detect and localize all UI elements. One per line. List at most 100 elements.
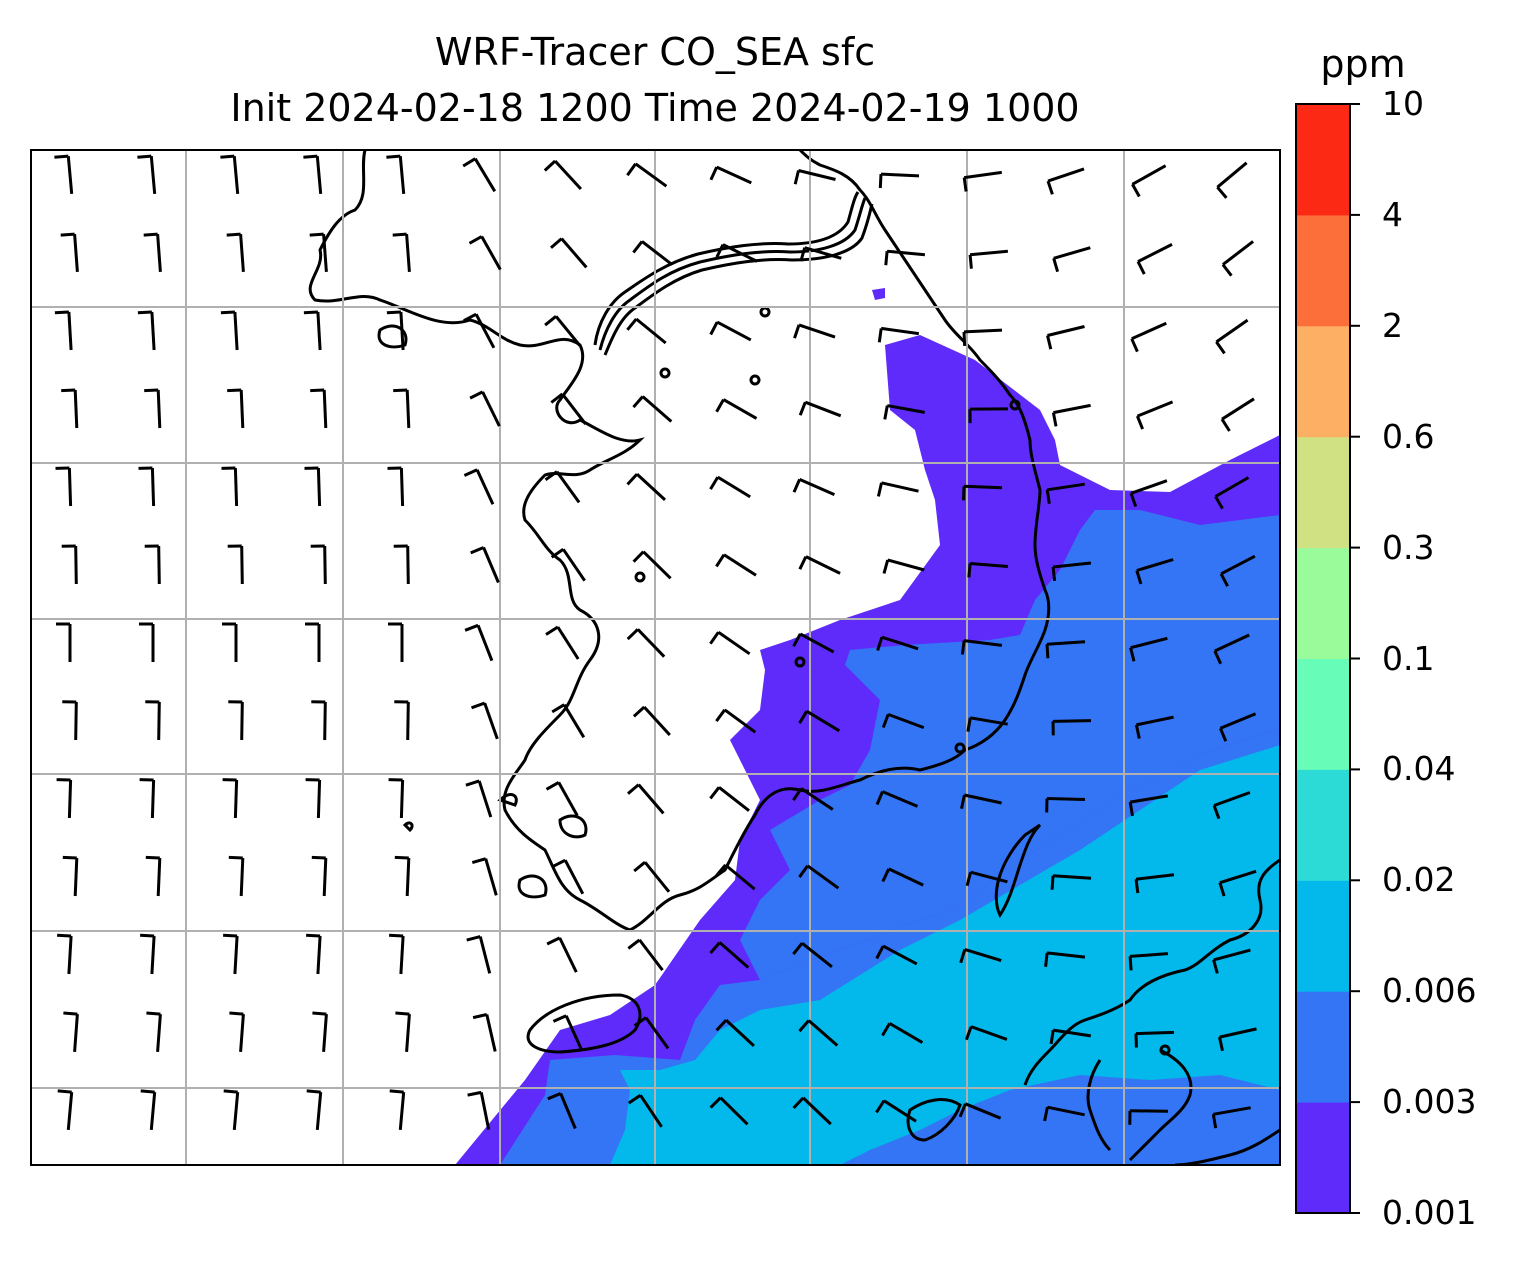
wind-barb-feather xyxy=(386,154,401,159)
wind-barb-shaft xyxy=(239,857,245,897)
wind-barb-shaft xyxy=(964,947,1002,963)
wind-barb-shaft xyxy=(723,708,757,734)
wind-barb-feather xyxy=(547,1092,562,1101)
colorbar-segment xyxy=(1296,436,1350,549)
colorbar-segment xyxy=(1296,658,1350,770)
wind-barb-feather xyxy=(626,628,639,641)
wind-barb-feather xyxy=(632,705,646,718)
wind-barb-shaft xyxy=(483,702,499,740)
wind-barb-shaft xyxy=(1215,318,1249,344)
wind-barb-shaft xyxy=(240,701,244,741)
wind-barb-shaft xyxy=(970,870,1008,884)
wind-barb-shaft xyxy=(475,469,495,505)
wind-barb-feather xyxy=(1134,724,1141,739)
wind-barb-feather xyxy=(798,864,809,878)
colorbar-segment xyxy=(1296,880,1350,992)
wind-barb-feather xyxy=(226,232,241,237)
wind-barb-shaft xyxy=(239,233,245,273)
wind-barb-shaft xyxy=(150,311,156,351)
wind-barb-feather xyxy=(472,1013,488,1020)
wind-barb-feather xyxy=(471,857,487,865)
wind-barb-shaft xyxy=(316,935,322,975)
wind-barb-feather xyxy=(715,1019,728,1032)
wind-barb-feather xyxy=(965,871,973,887)
wind-barb-feather xyxy=(792,478,801,493)
wind-barb-feather xyxy=(550,392,564,404)
wind-barb-shaft xyxy=(405,1013,411,1053)
wind-barb-shaft xyxy=(232,155,240,195)
colorbar-segment xyxy=(1296,769,1350,881)
wind-barb-shaft xyxy=(66,1091,74,1131)
wind-barb-feather xyxy=(881,1022,891,1037)
wind-barb-shaft xyxy=(73,233,79,273)
wind-barb-feather xyxy=(463,312,477,323)
wind-barb-feather xyxy=(311,855,326,860)
wind-barb-feather xyxy=(227,388,242,393)
wind-barb-shaft xyxy=(322,389,328,429)
wind-barb-shaft xyxy=(1046,640,1086,646)
wind-barb-feather xyxy=(1212,804,1221,820)
wind-barb-feather xyxy=(632,395,644,409)
wind-barb-shaft xyxy=(635,472,667,502)
wind-barb-shaft xyxy=(233,779,239,819)
wind-barb-shaft xyxy=(806,864,840,890)
wind-barb-shaft xyxy=(1046,951,1086,959)
wind-barb-feather xyxy=(140,1089,155,1094)
wind-barb-feather xyxy=(464,623,479,632)
wind-barb-shaft xyxy=(406,701,410,741)
wind-barb-shaft xyxy=(322,857,328,897)
wind-barb-shaft xyxy=(555,470,581,504)
wind-barb-shaft xyxy=(881,481,919,493)
wind-barb-shaft xyxy=(798,169,836,181)
wind-barb-feather xyxy=(962,486,966,501)
wind-barb-shaft xyxy=(1131,164,1167,186)
colorbar-tick-label: 0.6 xyxy=(1382,416,1435,456)
wind-barb-shaft xyxy=(1214,476,1250,498)
wind-barb-shaft xyxy=(478,936,492,974)
wind-barb-shaft xyxy=(634,162,668,188)
wind-barb-shaft xyxy=(1214,633,1250,653)
wind-barb-feather xyxy=(1051,412,1058,427)
wind-barb-shaft xyxy=(719,1096,749,1126)
wind-barb-feather xyxy=(883,405,889,420)
wind-barb-feather xyxy=(715,398,725,413)
wind-barb-feather xyxy=(1213,650,1223,665)
map-frame xyxy=(30,149,1281,1166)
wind-barb-shaft xyxy=(717,630,751,656)
wind-barb-feather xyxy=(958,1103,967,1118)
wind-barb-shaft xyxy=(801,942,833,968)
wind-barb-feather xyxy=(551,703,565,714)
colorbar xyxy=(1295,103,1360,1214)
wind-barb-feather xyxy=(1045,644,1050,659)
wind-barb-shaft xyxy=(887,404,925,414)
wind-barb-feather xyxy=(1135,570,1143,585)
wind-barb-feather xyxy=(1212,959,1219,974)
wind-barb-feather xyxy=(709,1096,722,1109)
wind-barb-shaft xyxy=(805,555,841,575)
colorbar-tick-label: 0.02 xyxy=(1382,860,1456,900)
wind-barb-feather xyxy=(709,941,721,954)
wind-barb-feather xyxy=(545,781,560,791)
wind-barb-feather xyxy=(960,640,966,655)
wind-barb-shaft xyxy=(73,1013,79,1053)
wind-barb-shaft xyxy=(399,935,405,975)
wind-barb-feather xyxy=(389,1089,404,1094)
wind-barb-shaft xyxy=(1129,952,1169,958)
colorbar-tick-label: 10 xyxy=(1382,84,1424,123)
wind-barb-shaft xyxy=(67,779,73,819)
wind-barb-shaft xyxy=(1053,403,1091,415)
wind-barb-feather xyxy=(61,388,76,393)
wind-barb-feather xyxy=(962,331,967,346)
wind-barb-shaft xyxy=(233,935,239,975)
wind-barb-shaft xyxy=(799,632,835,654)
wind-barb-shaft xyxy=(316,311,322,351)
wind-barb-shaft xyxy=(798,323,836,339)
wind-barb-shaft xyxy=(886,249,926,257)
wind-barb-shaft xyxy=(643,705,671,737)
wind-barb-feather xyxy=(709,631,720,645)
wind-barb-feather xyxy=(544,315,557,327)
wind-barb-feather xyxy=(60,232,75,237)
wind-barb-feather xyxy=(1050,875,1055,890)
wind-barb-feather xyxy=(54,154,69,159)
wind-barb-shaft xyxy=(880,326,920,336)
